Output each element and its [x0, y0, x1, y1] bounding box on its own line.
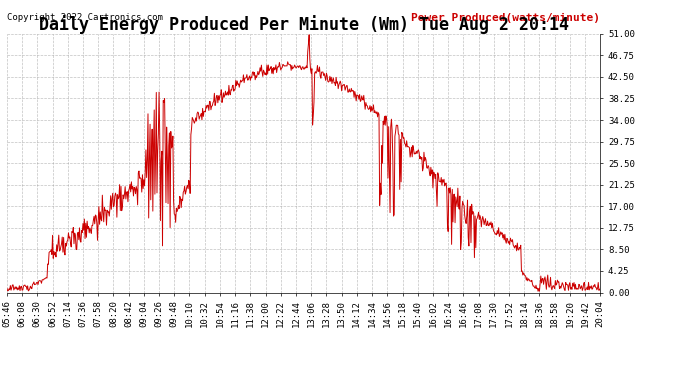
- Text: Power Produced(watts/minute): Power Produced(watts/minute): [411, 13, 600, 23]
- Text: Copyright 2022 Cartronics.com: Copyright 2022 Cartronics.com: [7, 13, 163, 22]
- Text: Daily Energy Produced Per Minute (Wm) Tue Aug 2 20:14: Daily Energy Produced Per Minute (Wm) Tu…: [39, 15, 569, 34]
